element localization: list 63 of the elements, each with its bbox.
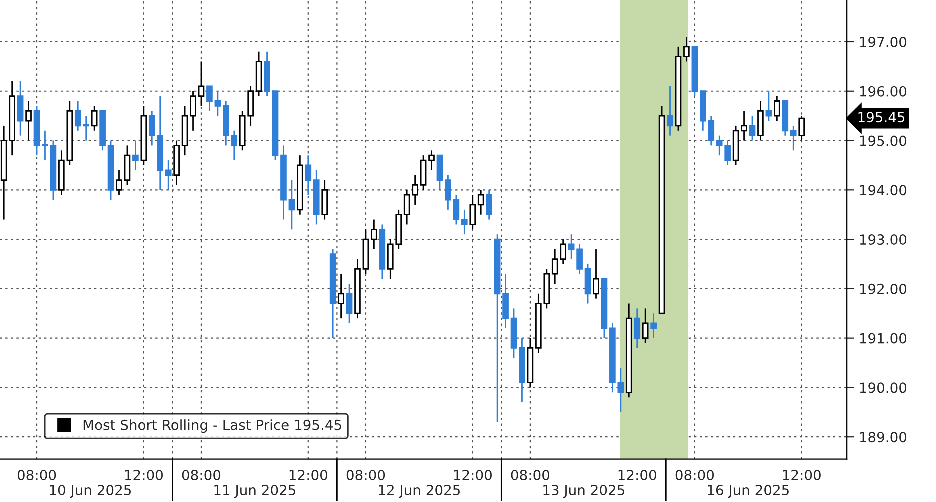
candlestick [116, 170, 122, 196]
candlestick [642, 308, 649, 344]
candlestick [445, 174, 452, 211]
y-tick-label: 195.00 [860, 136, 907, 146]
text: 10 Jun 2025 [50, 485, 132, 498]
candlestick [741, 110, 748, 142]
x-tick-label: 12:00 [125, 470, 164, 480]
text: 13 Jun 2025 [544, 485, 624, 498]
x-tick-label: 12:00 [454, 470, 492, 480]
y-tick-label: 192.00 [860, 284, 907, 294]
candlestick [198, 61, 205, 107]
candlestick [338, 273, 344, 320]
candlestick [371, 219, 378, 250]
candlestick [774, 96, 780, 122]
legend-label: Most Short Rolling - Last Price 195.45 [84, 420, 342, 434]
candlestick [91, 105, 98, 132]
y-tick-label: 194.00 [860, 185, 907, 196]
x-tick-label: 12:00 [618, 470, 656, 480]
candlestick [165, 160, 172, 191]
candlestick [568, 234, 575, 260]
x-tick-label: 12:00 [783, 470, 821, 480]
candlestick [462, 209, 468, 236]
candlestick [305, 154, 312, 196]
y-tick-label: 191.00 [860, 333, 907, 344]
candlestick [798, 115, 806, 142]
x-tick-label: 08:00 [511, 470, 550, 480]
candlestick [650, 312, 657, 340]
candlestick [428, 150, 435, 172]
text: 16 Jun 2025 [708, 485, 789, 498]
candlestick [634, 308, 641, 349]
y-tick-label: 196.00 [860, 86, 907, 97]
candlestick [576, 244, 583, 275]
candlestick [593, 248, 600, 300]
text: 12 Jun 2025 [379, 485, 460, 498]
candlestick [42, 130, 48, 162]
text: 11 Jun 2025 [214, 485, 296, 498]
candlestick [206, 86, 213, 112]
candlestick [288, 180, 296, 230]
x-tick-label: 12:00 [290, 470, 328, 480]
x-tick-label: 08:00 [18, 470, 56, 480]
x-tick-label: 08:00 [346, 470, 386, 480]
candlestick [346, 283, 353, 324]
candlestick [453, 194, 460, 226]
x-tick-label: 08:00 [676, 470, 714, 480]
candlestick [132, 140, 139, 172]
candlestick [214, 90, 222, 117]
candlestick [667, 86, 674, 137]
candlestick [618, 367, 624, 414]
candlestick [790, 125, 797, 152]
candlestick [749, 115, 756, 142]
candlestick [486, 189, 492, 220]
x-tick-label: 08:00 [182, 470, 221, 480]
candlestick [26, 100, 32, 142]
y-tick-label: 193.00 [860, 234, 907, 246]
candlestick [684, 36, 690, 62]
candlestick [766, 90, 772, 122]
candlestick [478, 189, 484, 216]
y-tick-label: 197.00 [860, 36, 907, 48]
y-tick-label: 189.00 [860, 432, 907, 443]
candlestick [190, 90, 196, 132]
y-tick-label: 190.00 [860, 382, 907, 394]
text: 195.45 [858, 112, 905, 123]
candlestick [470, 194, 476, 230]
